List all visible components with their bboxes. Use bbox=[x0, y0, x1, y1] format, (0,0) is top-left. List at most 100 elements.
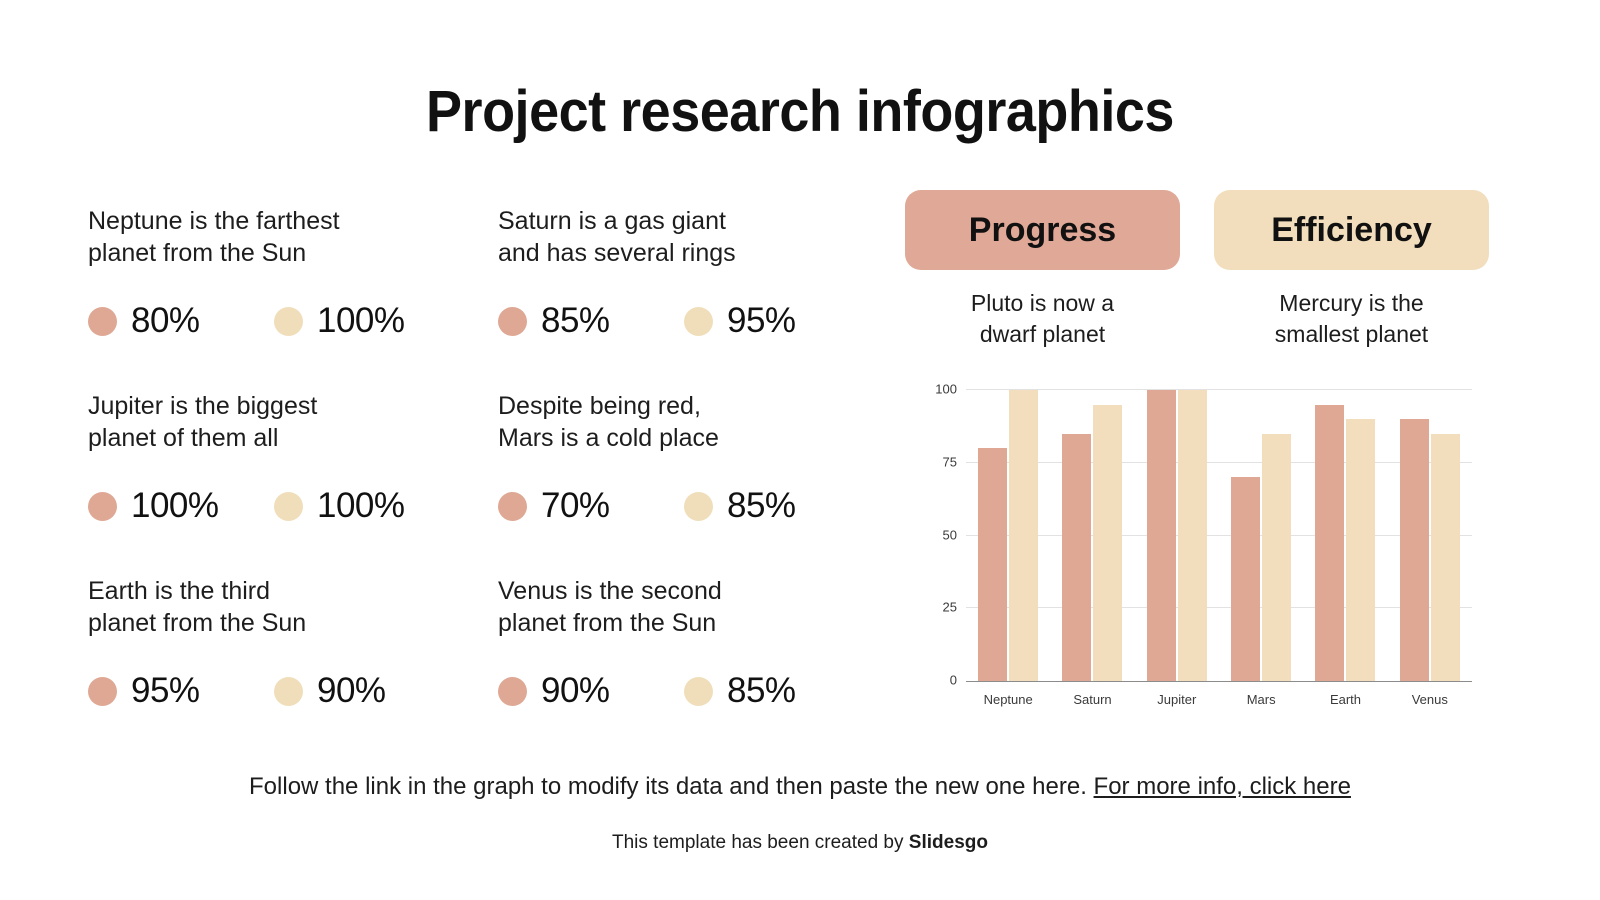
badge-column: Progress Pluto is now a dwarf planet bbox=[905, 190, 1180, 350]
chart-gridline: 25 bbox=[943, 600, 1472, 615]
stat-label: Saturn is a gas giant and has several ri… bbox=[498, 207, 736, 267]
stat-progress-group: 80% bbox=[88, 301, 274, 341]
footer-note: Follow the link in the graph to modify i… bbox=[0, 773, 1600, 801]
chart-bar-efficiency bbox=[1262, 433, 1292, 681]
stat-efficiency-value: 95% bbox=[727, 301, 796, 340]
chart-x-tick-label: Mars bbox=[1246, 692, 1276, 707]
footer-more-info-link[interactable]: For more info, click here bbox=[1093, 773, 1351, 800]
badge-caption: Pluto is now a dwarf planet bbox=[970, 290, 1115, 347]
stat-label: Neptune is the farthest planet from the … bbox=[88, 207, 340, 267]
chart-bar-progress bbox=[1399, 419, 1429, 681]
stat-label: Despite being red, Mars is a cold place bbox=[498, 392, 719, 452]
chart-y-tick-label: 50 bbox=[942, 527, 957, 542]
chart-bar-efficiency bbox=[1177, 390, 1207, 681]
stat-values: 90% 85% bbox=[498, 671, 796, 711]
chart-y-tick-label: 75 bbox=[942, 454, 957, 470]
chart-gridline: 75 bbox=[943, 454, 1472, 469]
chart-y-tick-label: 25 bbox=[942, 599, 957, 615]
stat-label: Venus is the second planet from the Sun bbox=[498, 577, 722, 637]
stat-label: Jupiter is the biggest planet of them al… bbox=[88, 392, 318, 452]
stat-efficiency-group: 100% bbox=[274, 486, 405, 526]
chart-x-tick-label: Venus bbox=[1411, 692, 1448, 707]
chart-bar-progress bbox=[1062, 433, 1092, 681]
stat-label: Earth is the third planet from the Sun bbox=[88, 577, 307, 637]
stat-values: 85% 95% bbox=[498, 301, 796, 341]
progress-dot-icon bbox=[88, 676, 117, 706]
chart-bar-progress bbox=[978, 448, 1008, 681]
chart-y-tick-label: 100 bbox=[935, 381, 957, 397]
efficiency-dot-icon bbox=[684, 491, 713, 521]
badge-column: Efficiency Mercury is the smallest planet bbox=[1214, 190, 1489, 350]
page-title: Project research infographics bbox=[426, 79, 1174, 144]
stat-progress-value: 100% bbox=[131, 486, 219, 525]
chart-bar-group bbox=[1219, 390, 1303, 681]
stat-efficiency-value: 100% bbox=[317, 301, 405, 340]
stats-grid: Neptune is the farthest planet from the … bbox=[88, 205, 848, 760]
stat-efficiency-value: 90% bbox=[317, 671, 386, 710]
stat-progress-value: 90% bbox=[541, 671, 610, 710]
stat-efficiency-group: 90% bbox=[274, 671, 386, 711]
stat-values: 80% 100% bbox=[88, 301, 405, 341]
efficiency-dot-icon bbox=[274, 491, 303, 521]
chart-y-tick-label: 0 bbox=[949, 672, 957, 688]
progress-dot-icon bbox=[88, 306, 117, 336]
chart-bar-group bbox=[966, 390, 1050, 681]
badge-efficiency[interactable]: Efficiency bbox=[1214, 190, 1489, 270]
stat-progress-value: 80% bbox=[131, 301, 200, 340]
chart-x-tick-label: Earth bbox=[1329, 692, 1362, 707]
chart-bar-progress bbox=[1315, 404, 1345, 681]
credit-brand: Slidesgo bbox=[908, 832, 988, 853]
stat-item: Saturn is a gas giant and has several ri… bbox=[498, 205, 848, 390]
chart-bar-group bbox=[1050, 390, 1134, 681]
stat-item: Jupiter is the biggest planet of them al… bbox=[88, 390, 498, 575]
stat-progress-value: 85% bbox=[541, 301, 610, 340]
stat-progress-value: 70% bbox=[541, 486, 610, 525]
badge-caption: Mercury is the smallest planet bbox=[1274, 290, 1429, 347]
stat-progress-group: 100% bbox=[88, 486, 274, 526]
progress-dot-icon bbox=[88, 491, 117, 521]
chart-gridline: 100 bbox=[935, 382, 1472, 397]
stat-efficiency-group: 100% bbox=[274, 301, 405, 341]
stat-efficiency-group: 85% bbox=[684, 671, 796, 711]
efficiency-dot-icon bbox=[684, 676, 713, 706]
credit-prefix: This template has been created by bbox=[612, 832, 909, 853]
stat-item: Neptune is the farthest planet from the … bbox=[88, 205, 498, 390]
chart-bar-efficiency bbox=[1430, 433, 1460, 681]
footer-note-text: Follow the link in the graph to modify i… bbox=[249, 773, 1094, 800]
chart-bars bbox=[966, 390, 1472, 681]
stat-item: Venus is the second planet from the Sun 9… bbox=[498, 575, 848, 760]
chart-bar-efficiency bbox=[1009, 390, 1039, 681]
chart-bar-efficiency bbox=[1346, 419, 1376, 681]
chart-x-tick-label: Jupiter bbox=[1157, 692, 1197, 707]
efficiency-dot-icon bbox=[274, 676, 303, 706]
chart-bar-group bbox=[1303, 390, 1387, 681]
efficiency-dot-icon bbox=[684, 306, 713, 336]
chart-bar-progress bbox=[1146, 390, 1176, 681]
stat-item: Despite being red, Mars is a cold place 7… bbox=[498, 390, 848, 575]
stat-efficiency-group: 95% bbox=[684, 301, 796, 341]
template-credit: This template has been created by Slides… bbox=[0, 832, 1600, 854]
progress-dot-icon bbox=[498, 676, 527, 706]
chart-bar-group bbox=[1135, 390, 1219, 681]
stat-progress-group: 95% bbox=[88, 671, 274, 711]
badge-progress[interactable]: Progress bbox=[905, 190, 1180, 270]
chart-plot-area: 0 25 50 75 100 bbox=[935, 382, 1472, 688]
stat-efficiency-value: 100% bbox=[317, 486, 405, 525]
chart-gridline: 0 bbox=[950, 673, 1472, 688]
badges-panel: Progress Pluto is now a dwarf planet Effic… bbox=[905, 190, 1489, 350]
stat-progress-group: 70% bbox=[498, 486, 684, 526]
stat-progress-group: 85% bbox=[498, 301, 684, 341]
stat-efficiency-value: 85% bbox=[727, 486, 796, 525]
bar-chart: 0 25 50 75 100 Neptune Saturn Jupiter Mars Earth… bbox=[928, 380, 1474, 715]
stat-progress-group: 90% bbox=[498, 671, 684, 711]
stat-progress-value: 95% bbox=[131, 671, 200, 710]
stat-values: 70% 85% bbox=[498, 486, 796, 526]
efficiency-dot-icon bbox=[274, 306, 303, 336]
stat-efficiency-group: 85% bbox=[684, 486, 796, 526]
stat-values: 95% 90% bbox=[88, 671, 386, 711]
chart-gridline: 50 bbox=[943, 527, 1472, 542]
chart-x-axis-labels: Neptune Saturn Jupiter Mars Earth Venus bbox=[966, 692, 1472, 707]
stat-efficiency-value: 85% bbox=[727, 671, 796, 710]
chart-bar-efficiency bbox=[1093, 404, 1123, 681]
